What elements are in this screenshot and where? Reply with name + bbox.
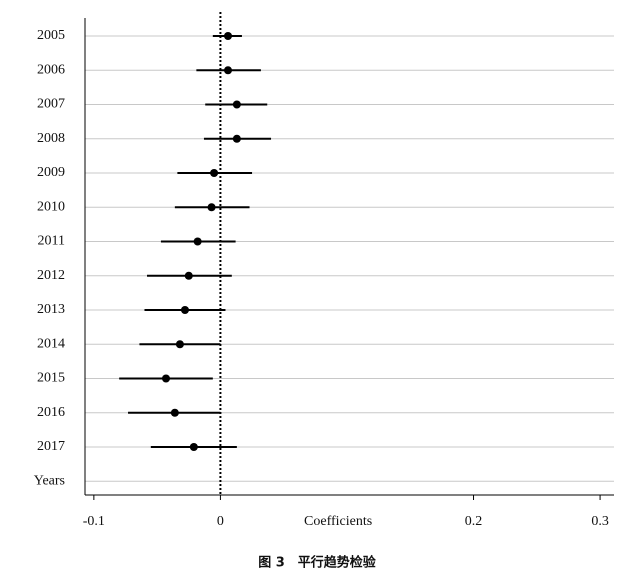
x-tick-label: 0.3 — [591, 514, 609, 529]
point-estimate — [180, 306, 189, 314]
y-tick-label: 2013 — [37, 302, 65, 317]
point-estimate — [224, 66, 233, 75]
point-estimate — [175, 340, 184, 349]
point-estimate — [193, 237, 202, 246]
x-axis-title: Coefficients — [304, 514, 372, 529]
x-tick-label: 0.2 — [465, 514, 483, 529]
y-tick-label: 2008 — [37, 131, 65, 146]
point-estimate — [170, 408, 179, 417]
point-estimate — [184, 271, 193, 280]
y-tick-label: 2017 — [37, 439, 65, 454]
y-tick-label: 2012 — [37, 268, 65, 283]
y-tick-label: 2015 — [37, 371, 65, 386]
point-estimate — [210, 169, 219, 177]
point-estimate — [189, 443, 198, 451]
y-tick-label: 2011 — [38, 234, 65, 249]
y-tick-label: 2005 — [37, 28, 65, 43]
caption: 图 3 平行趋势检验 — [258, 555, 377, 571]
point-estimate — [207, 203, 216, 212]
point-estimate — [224, 32, 233, 40]
point-estimate — [232, 100, 241, 109]
y-tick-label: Years — [34, 473, 65, 488]
y-tick-label: 2007 — [37, 97, 65, 112]
point-estimate — [232, 134, 241, 143]
point-estimate — [161, 374, 170, 383]
x-tick-label: 0 — [217, 514, 224, 529]
y-tick-label: 2010 — [37, 199, 65, 214]
x-tick-label: -0.1 — [83, 514, 105, 529]
y-tick-label: 2016 — [37, 405, 65, 420]
y-tick-label: 2006 — [37, 62, 65, 77]
y-tick-label: 2009 — [37, 165, 65, 180]
y-tick-label: 2014 — [37, 336, 65, 351]
